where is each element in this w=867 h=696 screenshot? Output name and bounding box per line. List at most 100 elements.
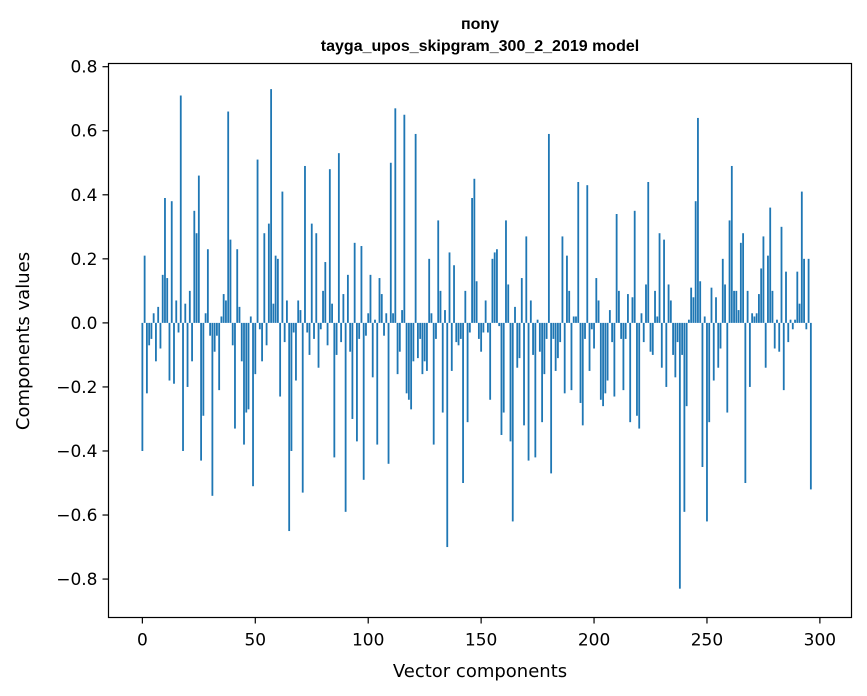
bar [141,322,144,451]
bar [295,322,297,381]
y-axis-ticks: −0.8 −0.6 −0.4 −0.2 0.0 0.2 0.4 0.6 0.8 [56,58,109,590]
bar [674,322,677,378]
bar [613,322,616,397]
bar [270,89,273,323]
bar [229,239,232,323]
bar [155,322,157,362]
bar [656,316,659,323]
bar [261,322,263,362]
bar [376,322,379,445]
bar [477,322,480,339]
bar [182,322,184,451]
bar [200,322,202,461]
bar [457,322,460,346]
bar [706,322,708,522]
bar [360,246,363,323]
bar [234,322,236,429]
bar [193,210,196,323]
bar [455,322,458,343]
bar [276,258,279,323]
x-axis-label: Vector components [393,661,567,682]
bar [464,290,467,323]
bar [534,322,537,458]
bar [570,322,573,391]
bar [633,210,636,323]
bar [525,236,528,323]
bar [667,284,670,323]
bar [426,322,428,371]
bar [681,322,684,355]
bar [545,322,548,339]
bar [602,322,604,407]
bar [767,255,769,323]
bar [710,287,713,323]
bar [543,322,546,375]
x-tick-label: 300 [804,631,836,651]
bar [507,284,510,323]
bar [748,322,751,387]
bar [593,322,595,349]
bar [785,271,787,323]
bar [606,322,609,381]
bar [337,153,340,323]
bar [245,322,248,413]
bar [392,313,394,323]
bar [322,290,324,323]
bar [416,322,419,359]
bar [369,274,372,323]
bar [649,322,652,352]
bar [333,322,336,458]
bar [717,322,720,368]
bar [403,114,406,323]
bar [340,322,343,343]
bar [150,322,153,339]
bar [597,300,600,323]
bars-group [141,89,812,589]
bar [328,169,331,323]
bar [590,322,593,330]
bar [288,322,291,532]
bar [168,322,171,381]
y-tick-label: 0.4 [70,186,97,206]
bar [423,322,426,362]
bar [629,322,632,423]
bar [473,178,476,323]
bar [412,322,415,362]
bar [690,287,693,323]
bar [222,294,225,323]
bar [143,255,146,323]
bar [581,322,584,426]
bar [654,290,656,323]
bar [401,310,403,323]
bar [805,322,808,330]
bar [516,322,519,368]
bar [471,198,473,323]
x-tick-label: 50 [244,631,266,651]
bar [310,223,313,323]
y-tick-label: −0.6 [56,506,97,526]
bar [739,242,742,323]
bar [414,133,417,323]
bar [435,322,437,339]
bar [651,322,654,355]
bar [367,313,370,323]
bar [365,322,367,336]
bar [798,303,801,323]
bar [430,313,433,323]
bar [204,313,207,323]
bar [753,316,756,323]
bar [755,313,758,323]
bar [518,322,521,359]
bar [484,300,487,323]
bar [782,322,785,391]
bar [760,268,763,323]
bar [356,322,358,442]
bar [362,322,365,480]
bar [301,322,304,493]
bar [758,294,760,323]
bar [191,322,193,362]
bar [238,306,241,323]
bar [236,249,239,323]
bar [351,322,354,419]
bar [450,322,453,371]
